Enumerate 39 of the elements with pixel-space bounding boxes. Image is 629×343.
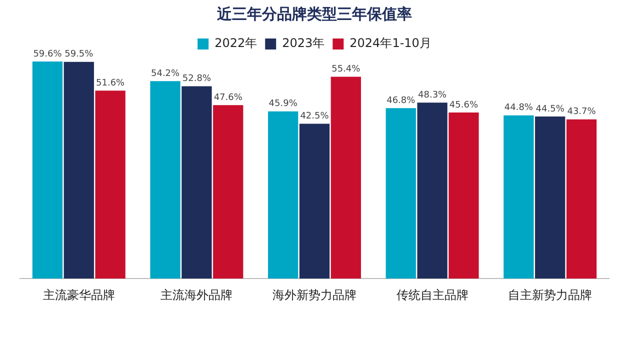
bar xyxy=(299,124,330,279)
x-tick-label: 主流豪华品牌 xyxy=(42,288,115,302)
bar xyxy=(182,86,212,279)
data-label: 46.8% xyxy=(386,96,416,106)
x-tick-label: 海外新势力品牌 xyxy=(272,288,356,302)
legend-label: 2023年 xyxy=(282,36,325,50)
data-label: 59.6% xyxy=(33,49,62,60)
x-tick-label: 自主新势力品牌 xyxy=(508,288,592,302)
bar xyxy=(268,111,298,279)
chart-title: 近三年分品牌类型三年保值率 xyxy=(216,4,412,23)
bar xyxy=(504,115,534,279)
data-label: 54.2% xyxy=(150,68,180,79)
bar xyxy=(386,108,416,279)
bar xyxy=(566,119,597,279)
data-label: 55.4% xyxy=(332,64,361,75)
bar xyxy=(448,112,479,279)
data-label: 45.9% xyxy=(268,99,298,110)
data-label: 42.5% xyxy=(300,112,330,122)
legend-label: 2022年 xyxy=(214,36,258,50)
data-label: 48.3% xyxy=(418,90,448,100)
bar xyxy=(213,105,244,279)
x-tick-label: 传统自主品牌 xyxy=(396,288,468,302)
data-label: 44.5% xyxy=(536,104,565,114)
data-label: 43.7% xyxy=(567,107,596,118)
bar xyxy=(64,62,94,279)
x-tick-label: 主流海外品牌 xyxy=(160,288,233,302)
data-label: 51.6% xyxy=(96,78,126,88)
legend-label: 2024年1-10月 xyxy=(350,36,432,50)
bar xyxy=(417,102,448,279)
data-label: 44.8% xyxy=(504,103,534,114)
data-label: 47.6% xyxy=(214,93,243,104)
bar xyxy=(150,81,180,279)
bar xyxy=(32,61,63,279)
bar xyxy=(330,76,361,279)
bar xyxy=(95,90,126,279)
bar xyxy=(535,116,566,279)
data-label: 52.8% xyxy=(182,74,212,84)
data-label: 45.6% xyxy=(449,100,478,110)
data-label: 59.5% xyxy=(64,50,94,60)
